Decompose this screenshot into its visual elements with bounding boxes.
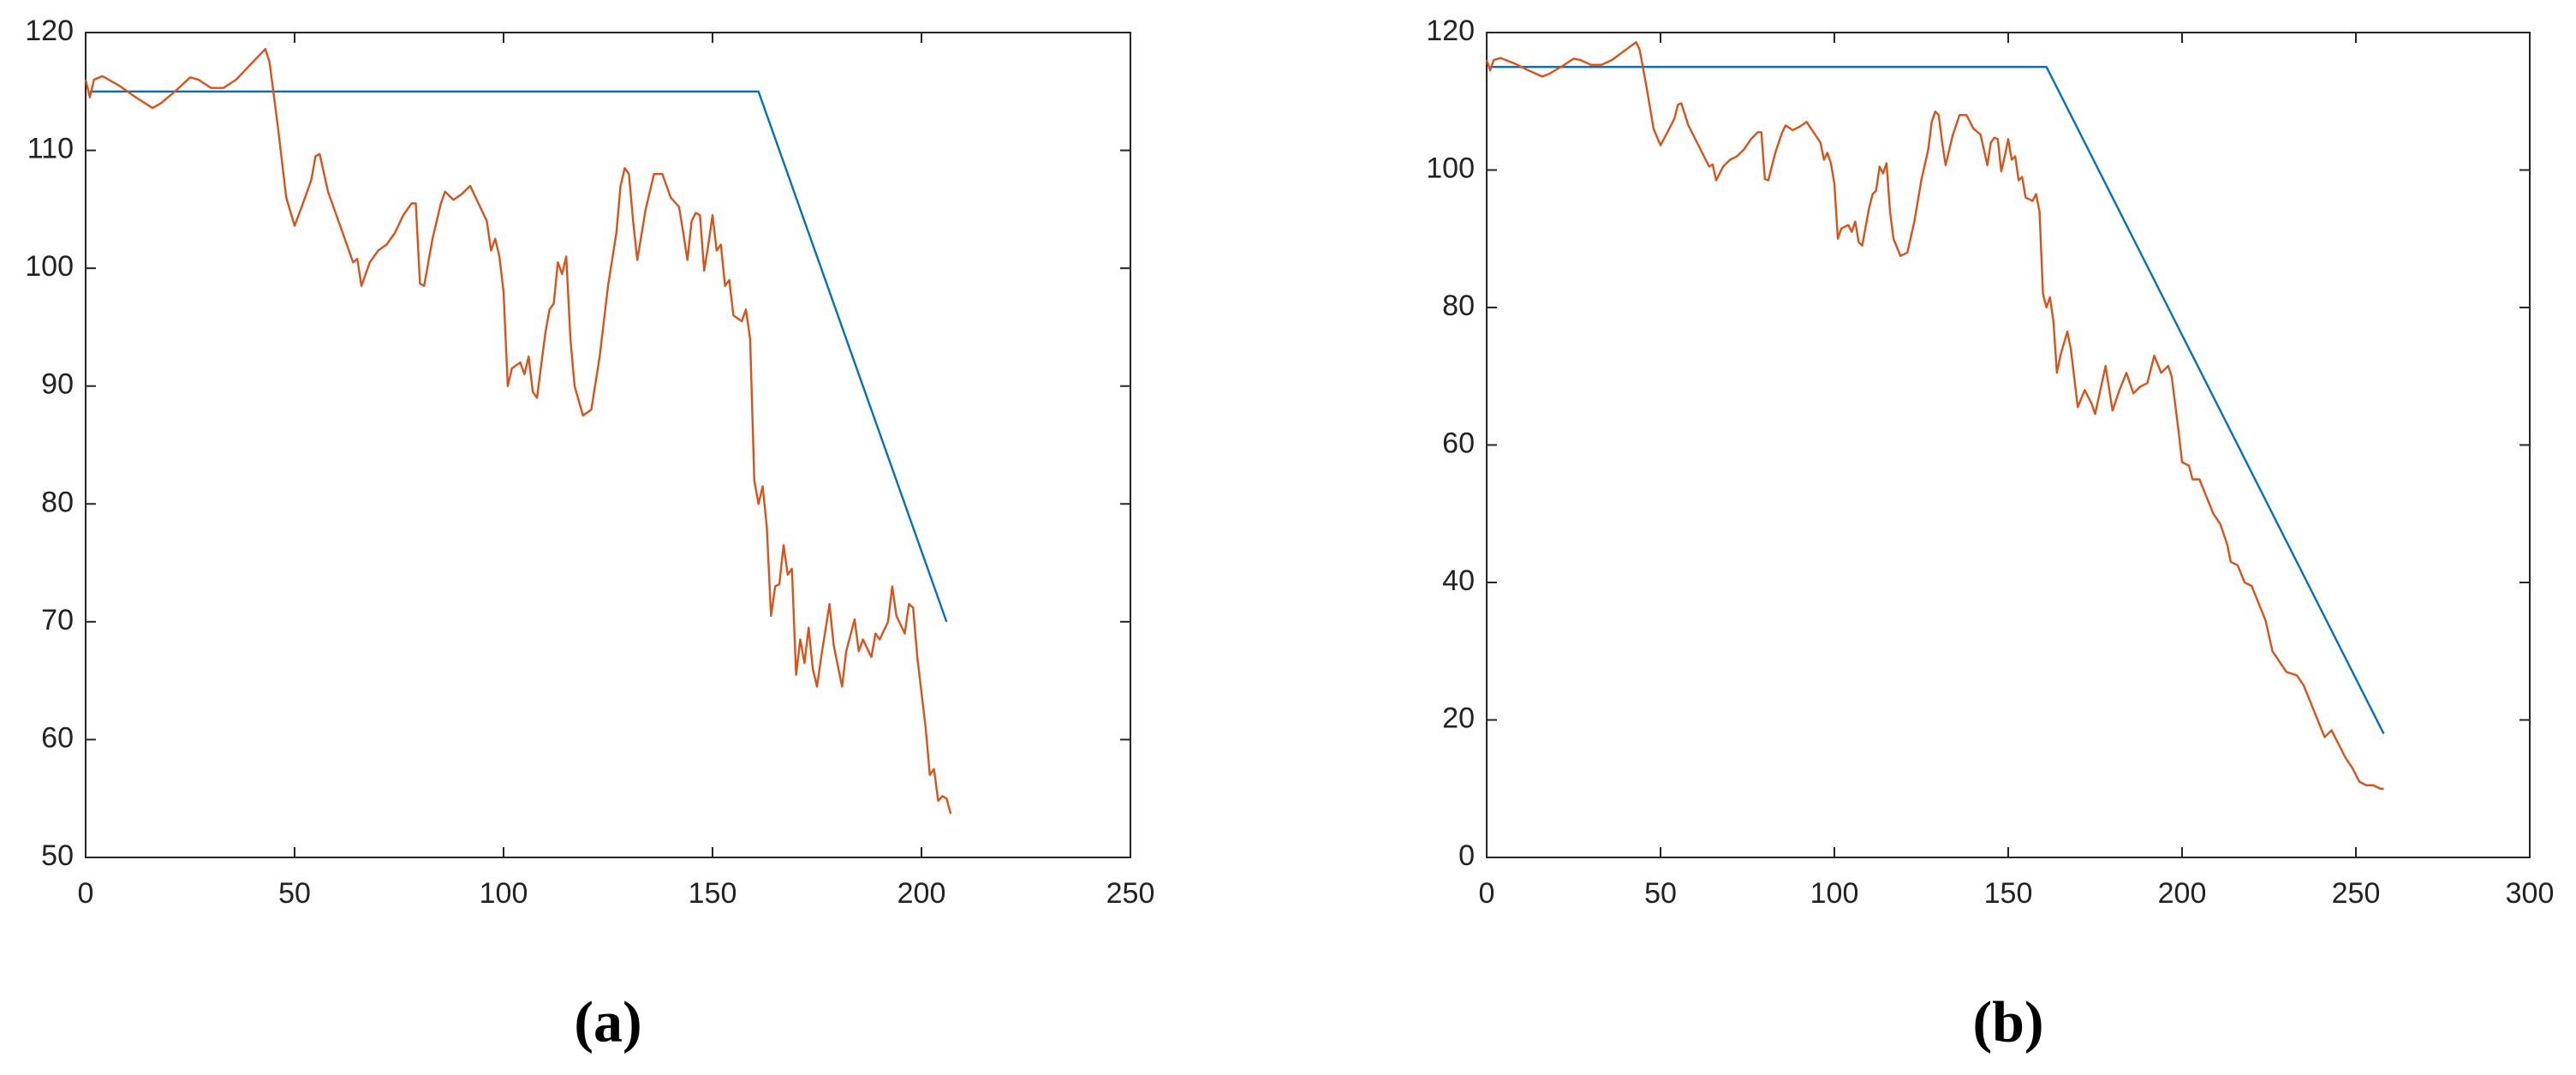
plot-area [85, 32, 1131, 858]
y-tick-label: 110 [27, 133, 74, 165]
data-line [1485, 41, 2384, 790]
y-tick-label: 120 [1426, 15, 1475, 47]
panel-caption: (b) [1972, 989, 2043, 1054]
y-tick-label: 60 [41, 721, 74, 754]
x-tick-label: 100 [480, 877, 528, 910]
x-tick-label: 250 [1106, 877, 1155, 910]
x-tick-label: 200 [2158, 877, 2207, 910]
y-tick-label: 0 [1458, 839, 1475, 872]
y-tick-label: 60 [1442, 427, 1475, 459]
x-tick-label: 0 [78, 877, 94, 910]
x-tick-label: 50 [278, 877, 311, 910]
x-tick-label: 0 [1479, 877, 1495, 910]
x-tick-label: 150 [689, 877, 737, 910]
data-line [84, 48, 952, 815]
x-tick-label: 300 [2506, 877, 2555, 910]
y-tick-label: 100 [25, 250, 74, 283]
data-line [89, 90, 948, 623]
x-tick-label: 200 [897, 877, 946, 910]
y-tick-label: 100 [1426, 152, 1475, 184]
panel-caption: (a) [574, 989, 641, 1054]
x-tick-label: 50 [1644, 877, 1677, 910]
x-tick-label: 150 [1984, 877, 2033, 910]
y-tick-label: 90 [41, 368, 74, 401]
y-tick-label: 80 [1442, 290, 1475, 322]
x-tick-label: 100 [1810, 877, 1859, 910]
y-tick-label: 40 [1442, 564, 1475, 597]
x-tick-label: 250 [2332, 877, 2381, 910]
y-tick-label: 50 [41, 839, 74, 872]
y-tick-label: 70 [41, 604, 74, 636]
data-line [1490, 65, 2385, 735]
y-tick-label: 20 [1442, 702, 1475, 734]
y-tick-label: 80 [41, 486, 74, 518]
plot-area [1486, 32, 2531, 858]
y-tick-label: 120 [25, 15, 74, 47]
